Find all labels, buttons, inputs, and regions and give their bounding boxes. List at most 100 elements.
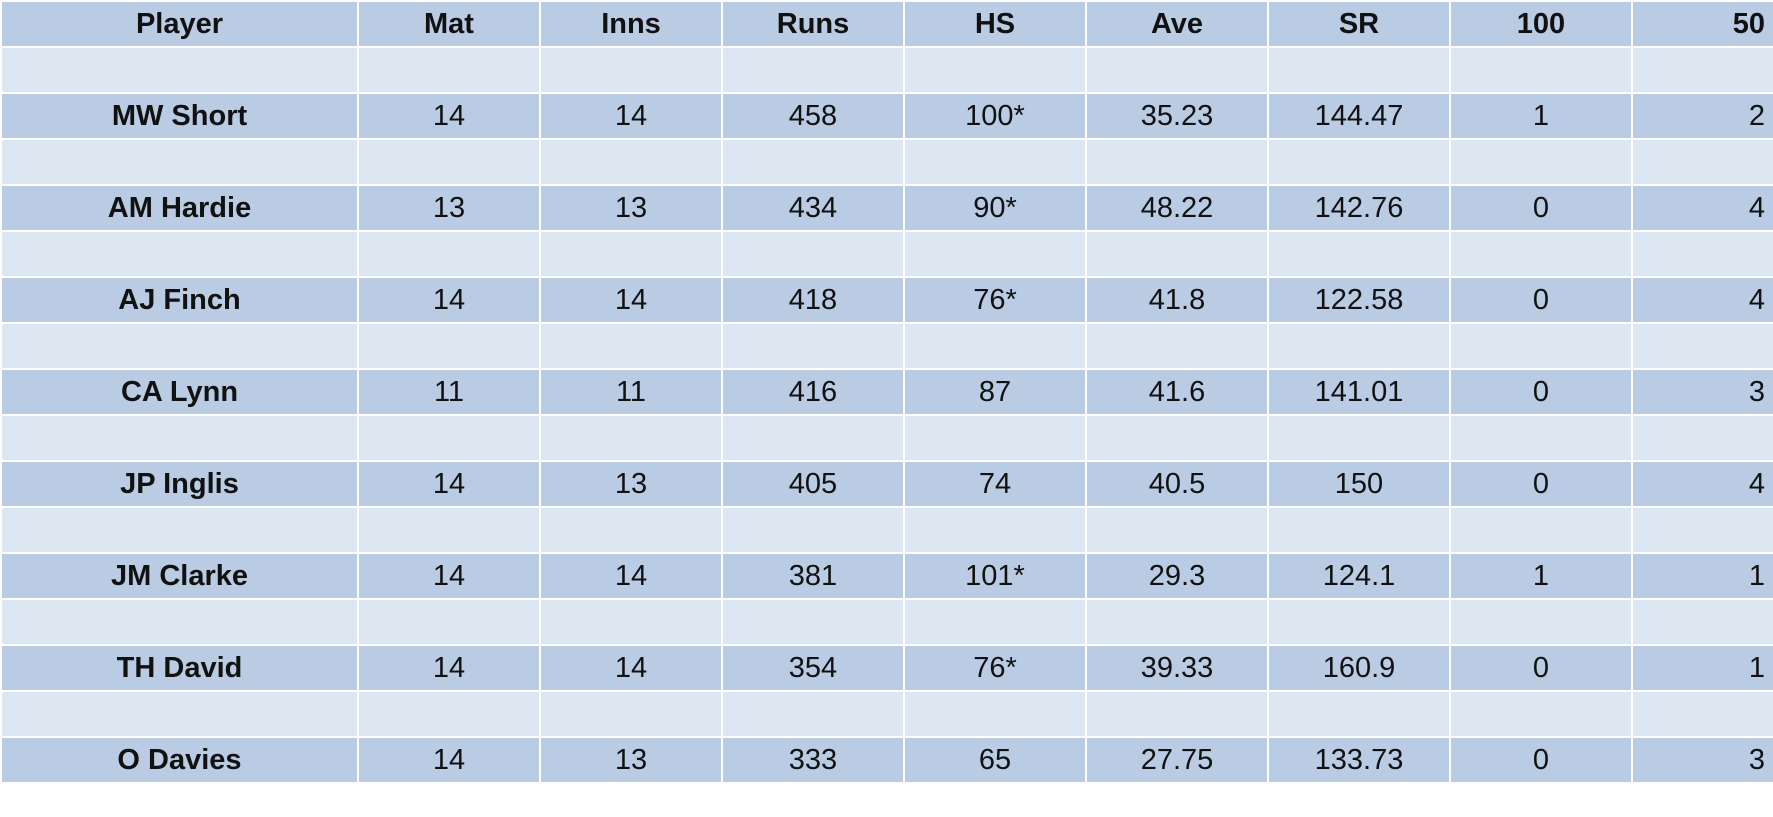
cell-hs: 101* [903,552,1087,600]
cell-runs: 354 [721,644,905,692]
cell-mat: 11 [357,368,541,416]
header-runs: Runs [721,0,905,48]
cell-mat: 14 [357,644,541,692]
cell-inns: 14 [539,644,723,692]
cell-fifties: 1 [1631,552,1773,600]
spacer-cell [1449,138,1633,186]
spacer-cell [539,690,723,738]
cell-sr: 150 [1267,460,1451,508]
spacer-cell [357,414,541,462]
cell-inns: 13 [539,184,723,232]
spacer-cell [357,322,541,370]
spacer-cell [1085,230,1269,278]
spacer-cell [721,230,905,278]
header-ave: Ave [1085,0,1269,48]
spacer-cell [539,598,723,646]
spacer-cell [539,138,723,186]
spacer-cell [1449,46,1633,94]
spacer-cell [1267,506,1451,554]
spacer-cell [357,138,541,186]
cell-fifties: 4 [1631,184,1773,232]
spacer-row [0,598,1773,646]
spacer-cell [1449,506,1633,554]
spacer-cell [1631,414,1773,462]
cell-fifties: 4 [1631,460,1773,508]
spacer-cell [903,322,1087,370]
spacer-cell [1267,322,1451,370]
spacer-cell [357,46,541,94]
table-row: TH David 14 14 354 76* 39.33 160.9 0 1 [0,644,1773,692]
spacer-cell [0,46,359,94]
spacer-cell [539,414,723,462]
header-player: Player [0,0,359,48]
cell-player: JP Inglis [0,460,359,508]
spacer-cell [903,138,1087,186]
table-row: AM Hardie 13 13 434 90* 48.22 142.76 0 4 [0,184,1773,232]
spacer-cell [1085,414,1269,462]
cell-hs: 87 [903,368,1087,416]
cell-sr: 133.73 [1267,736,1451,784]
spacer-cell [721,46,905,94]
header-mat: Mat [357,0,541,48]
header-hundreds: 100 [1449,0,1633,48]
spacer-cell [721,414,905,462]
spacer-cell [903,414,1087,462]
spacer-row [0,230,1773,278]
spacer-cell [0,138,359,186]
cell-sr: 160.9 [1267,644,1451,692]
cell-sr: 144.47 [1267,92,1451,140]
spacer-cell [1085,322,1269,370]
cell-mat: 14 [357,460,541,508]
cell-fifties: 3 [1631,736,1773,784]
header-row: Player Mat Inns Runs HS Ave SR 100 50 [0,0,1773,48]
spacer-cell [0,230,359,278]
spacer-cell [539,322,723,370]
spacer-cell [1267,230,1451,278]
spacer-cell [1449,598,1633,646]
spacer-cell [1449,414,1633,462]
cell-mat: 14 [357,276,541,324]
cell-inns: 14 [539,276,723,324]
spacer-row [0,138,1773,186]
spacer-cell [1085,138,1269,186]
spacer-cell [539,506,723,554]
table-body: MW Short 14 14 458 100* 35.23 144.47 1 2 AM Hardi… [0,46,1773,784]
spacer-cell [539,230,723,278]
spacer-cell [1631,46,1773,94]
cell-sr: 124.1 [1267,552,1451,600]
cell-mat: 14 [357,552,541,600]
cell-hs: 65 [903,736,1087,784]
spacer-cell [357,506,541,554]
table-row: CA Lynn 11 11 416 87 41.6 141.01 0 3 [0,368,1773,416]
spacer-cell [1267,414,1451,462]
cell-ave: 29.3 [1085,552,1269,600]
cell-ave: 39.33 [1085,644,1269,692]
spacer-cell [1267,138,1451,186]
spacer-row [0,414,1773,462]
spacer-cell [1631,138,1773,186]
cell-player: O Davies [0,736,359,784]
header-hs: HS [903,0,1087,48]
cell-player: JM Clarke [0,552,359,600]
spacer-row [0,506,1773,554]
cell-player: CA Lynn [0,368,359,416]
cell-ave: 40.5 [1085,460,1269,508]
cell-sr: 122.58 [1267,276,1451,324]
spacer-cell [1085,46,1269,94]
spacer-cell [1267,598,1451,646]
spacer-cell [357,690,541,738]
cell-fifties: 4 [1631,276,1773,324]
spacer-cell [721,598,905,646]
spacer-cell [1631,506,1773,554]
spacer-cell [0,506,359,554]
spacer-row [0,46,1773,94]
cell-inns: 14 [539,552,723,600]
spacer-cell [1449,322,1633,370]
cell-inns: 13 [539,736,723,784]
spacer-cell [721,138,905,186]
spacer-cell [1449,690,1633,738]
cell-runs: 434 [721,184,905,232]
cell-hundreds: 1 [1449,92,1633,140]
cell-hs: 76* [903,276,1087,324]
cell-sr: 141.01 [1267,368,1451,416]
